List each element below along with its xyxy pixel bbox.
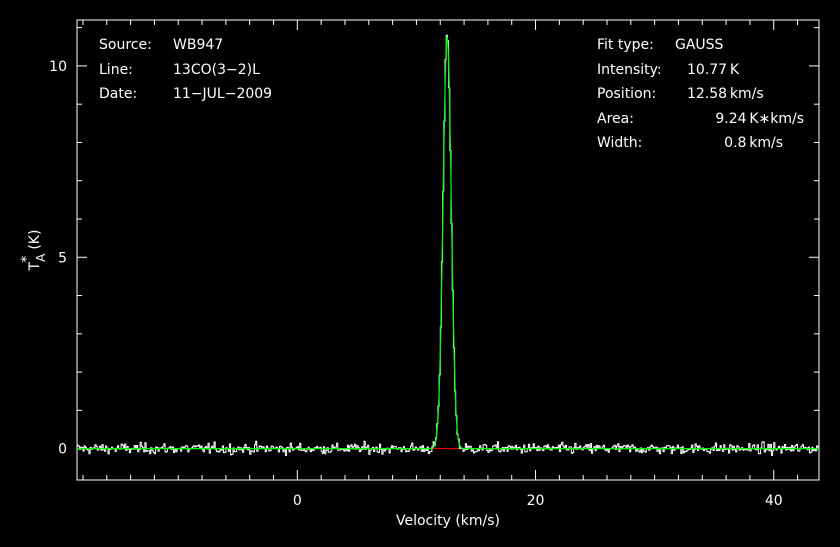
position-value: 12.58 km/s [687,86,764,102]
line-label: Line: [99,61,133,78]
fit-info: Fit type: GAUSS Intensity: 10.77 K Positio… [597,33,804,156]
y-tick-label: 0 [58,442,67,458]
tick-labels: 0 20 40 0 5 10 [49,59,782,509]
info-row-date: Date: 11−JUL−2009 [99,82,272,107]
y-label-sup: * [19,256,35,263]
x-axis-label: Velocity (km/s) [396,513,500,529]
y-tick-label: 5 [58,250,67,266]
width-label: Width: [597,135,643,151]
source-value: WB947 [173,37,224,53]
date-value: 11−JUL−2009 [173,86,273,102]
x-tick-label: 40 [765,493,783,509]
y-label-main: T [27,261,43,271]
y-axis-label: TA* (K) [19,230,48,272]
x-tick-label: 0 [293,493,302,509]
info-row-line: Line: 13CO(3−2)L [99,58,272,83]
y-label-unit: (K) [27,230,43,250]
info-row-intensity: Intensity: 10.77 K [597,58,804,83]
axis-ticks [77,20,819,480]
source-info: Source: WB947 Line: 13CO(3−2)L Date: 11−JUL… [99,33,272,107]
info-row-position: Position: 12.58 km/s [597,82,804,107]
line-value: 13CO(3−2)L [173,61,260,78]
source-label: Source: [99,37,152,53]
position-label: Position: [597,86,657,102]
svg-text:TA*(K): TA* (K) [19,230,48,272]
intensity-value: 10.77 K [687,61,740,78]
info-row-area: Area: 9.24 K∗km/s [597,107,804,132]
fit-type-value: GAUSS [675,37,724,53]
gaussian-fit-line [77,35,819,450]
fit-type-label: Fit type: [597,37,654,53]
info-row-source: Source: WB947 [99,33,272,58]
info-row-width: Width: 0.8 km/s [597,131,804,156]
info-row-fit-type: Fit type: GAUSS [597,33,804,58]
plot-frame [76,19,820,481]
date-label: Date: [99,86,138,102]
y-label-sub: A [34,253,48,262]
width-value: 0.8 km/s [724,135,783,151]
area-label: Area: [597,110,634,127]
area-value: 9.24 K∗km/s [715,110,804,127]
intensity-label: Intensity: [597,61,662,78]
x-tick-label: 20 [527,493,545,509]
y-tick-label: 10 [49,59,67,75]
